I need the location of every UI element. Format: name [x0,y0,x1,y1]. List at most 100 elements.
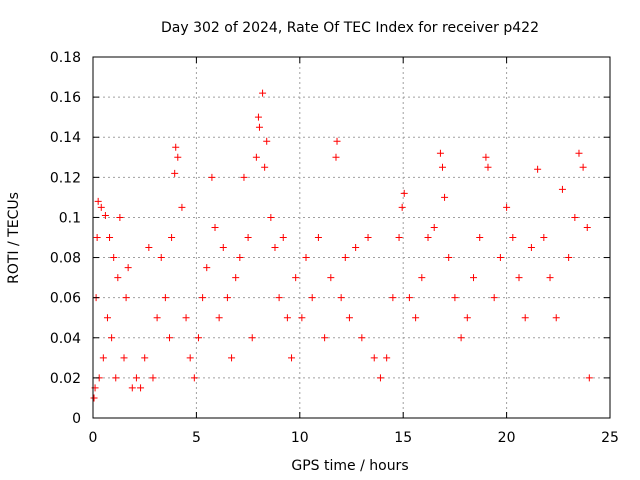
gridlines [93,57,610,418]
data-point [457,334,465,342]
data-point [174,153,182,161]
data-point [400,189,408,197]
plot-frame [92,56,611,419]
data-point [445,254,453,262]
data-point [168,234,176,241]
data-point [358,334,366,342]
data-point [254,113,262,121]
chart-title: Day 302 of 2024, Rate Of TEC Index for r… [161,20,539,36]
data-point [153,314,161,322]
data-point [182,314,190,322]
x-tick-label: 20 [498,430,516,446]
data-point [395,234,403,241]
data-point [308,294,316,302]
data-point [172,143,180,151]
data-point [412,314,420,322]
data-point [116,213,124,221]
y-tick-label: 0.18 [50,50,81,66]
data-point [248,334,256,342]
data-point [252,153,260,161]
data-point [332,153,340,161]
data-point [211,223,219,231]
data-point [345,314,353,322]
data-point [436,149,444,157]
data-point [149,374,157,382]
data-point [383,354,391,362]
data-point [166,334,174,342]
x-tick-label: 25 [601,430,619,446]
data-point [122,294,130,302]
data-point [101,211,109,219]
data-point [302,254,310,262]
y-tick-label: 0.1 [59,210,81,226]
data-point [137,384,145,392]
data-point [267,213,275,221]
y-tick-label: 0.16 [50,90,81,106]
data-point [418,274,426,282]
data-point [327,274,335,282]
data-point [271,244,279,252]
data-point [337,294,345,302]
data-point [521,314,529,322]
data-point [103,314,111,322]
y-tick-label: 0.14 [50,130,81,146]
data-point [552,314,560,322]
data-points [90,89,593,402]
data-point [199,294,207,302]
axis-ticks [92,56,611,419]
x-axis-label: GPS time / hours [291,458,408,474]
data-point [585,374,593,382]
data-point [145,244,153,252]
data-point [438,163,446,171]
data-point [259,89,267,97]
data-point [376,374,384,382]
y-tick-label: 0.12 [50,170,81,186]
data-point [503,203,511,211]
data-point [298,314,306,322]
data-point [120,354,128,362]
data-point [106,234,114,241]
data-point [579,163,587,171]
x-tick-labels: 0 5 10 15 20 25 [89,430,619,446]
data-point [232,274,240,282]
data-point [341,254,349,262]
data-point [496,254,504,262]
data-point [97,203,105,211]
x-tick-label: 0 [89,430,98,446]
data-point [114,274,122,282]
data-point [215,314,223,322]
data-point [94,197,102,205]
data-point [261,163,269,171]
data-point [194,334,202,342]
data-point [527,244,535,252]
data-point [236,254,244,262]
data-point [124,264,132,272]
data-point [509,234,517,241]
data-point [219,244,227,252]
data-point [482,153,490,161]
data-point [93,234,101,241]
x-tick-label: 5 [192,430,201,446]
data-point [565,254,573,262]
data-point [484,163,492,171]
data-point [540,234,548,241]
data-point [161,294,169,302]
data-point [157,254,165,262]
data-point [292,274,300,282]
data-point [370,354,378,362]
data-point [476,234,484,241]
data-point [575,149,583,157]
data-point [463,314,471,322]
data-point [283,314,291,322]
data-point [405,294,413,302]
data-point [352,244,360,252]
data-point [223,294,231,302]
data-point [333,137,341,145]
data-point [108,334,116,342]
data-point [441,193,449,201]
data-point [128,384,136,392]
data-point [364,234,372,241]
data-point [190,374,198,382]
data-point [534,165,542,173]
